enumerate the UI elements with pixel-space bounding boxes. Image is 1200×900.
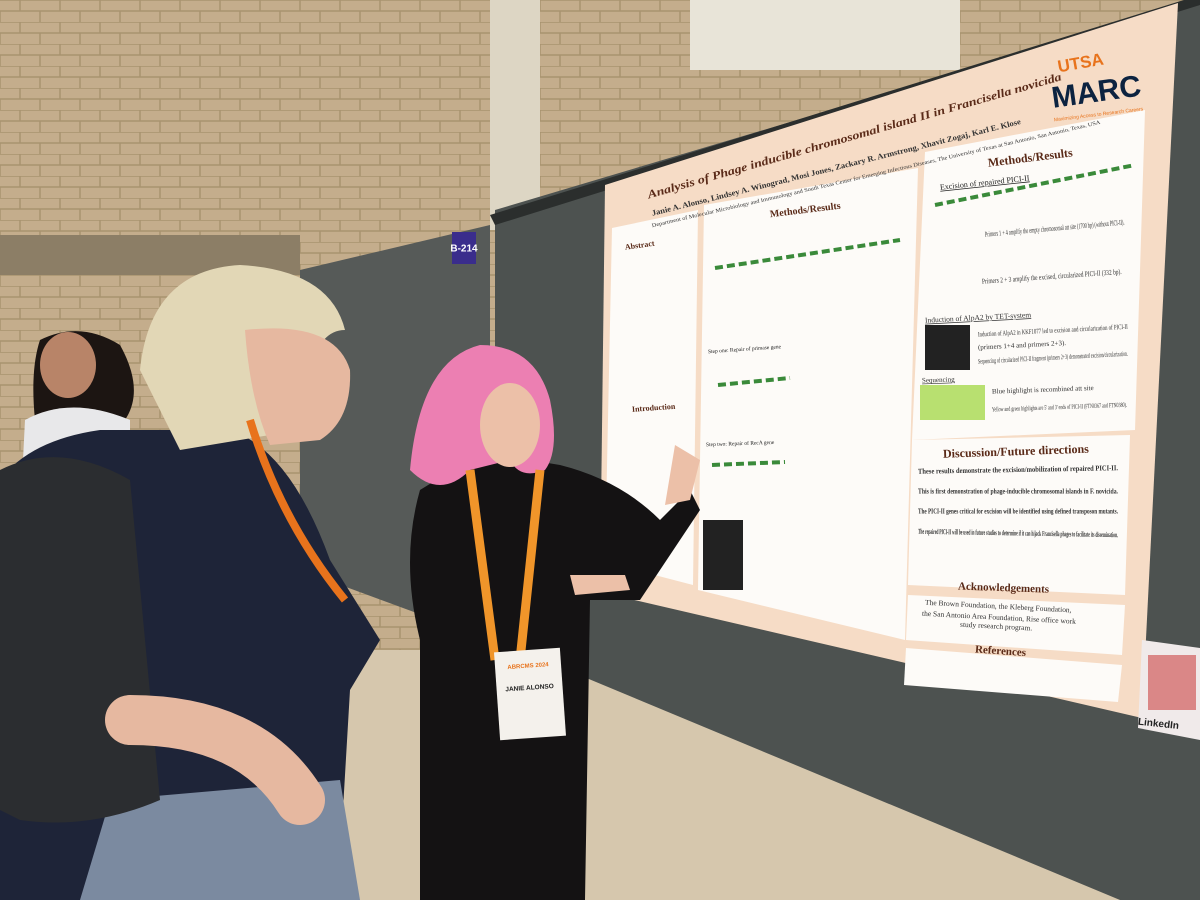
discussion-item: The PICI-II genes critical for excision … xyxy=(918,507,1118,516)
person-background-face xyxy=(40,332,96,398)
gene-map xyxy=(711,163,1136,467)
lanyard xyxy=(246,418,349,603)
presenter-face xyxy=(480,383,540,467)
panel-ack xyxy=(906,595,1125,655)
ack-line: study research program. xyxy=(960,620,1033,633)
panel-methods-right xyxy=(912,110,1145,440)
qr-code xyxy=(1148,655,1196,710)
board-label-bg xyxy=(452,232,476,264)
board-label: B-214 xyxy=(450,244,478,255)
wall-upper xyxy=(690,0,960,70)
presenter-hand xyxy=(665,445,700,505)
gel-image xyxy=(703,520,743,590)
badge-event: ABRCMS 2024 xyxy=(507,662,549,671)
presenter-hand xyxy=(570,575,630,595)
sequence-image xyxy=(920,385,985,420)
section-heading: Discussion/Future directions xyxy=(943,442,1090,461)
panel-methods-center xyxy=(698,168,918,640)
section-heading: Acknowledgements xyxy=(958,581,1050,596)
panel-discussion xyxy=(908,435,1130,595)
lanyard xyxy=(465,469,545,661)
result-item: Blue highlight is recombined att site xyxy=(992,384,1094,396)
result-item: Yellow and green highlights are 5' and 3… xyxy=(992,402,1127,414)
gel-image xyxy=(925,325,970,370)
qr-label: LinkedIn xyxy=(1137,717,1179,732)
section-heading: Abstract xyxy=(624,239,655,252)
badge xyxy=(494,647,566,741)
discussion-item: The repaired PICI-II will be used in fut… xyxy=(918,527,1118,539)
badge-name: JANIE ALONSO xyxy=(505,683,554,693)
result-item: Sequencing xyxy=(922,375,955,384)
subheading: Step two: Repair of RecA gene xyxy=(706,439,775,448)
discussion-item: These results demonstrate the excision/m… xyxy=(918,463,1118,475)
person-left-face xyxy=(245,328,351,445)
section-heading: References xyxy=(975,644,1028,660)
discussion-item: This is first demonstration of phage-ind… xyxy=(918,487,1118,496)
section-heading: Introduction xyxy=(632,402,676,414)
person-left-arm xyxy=(105,695,325,825)
panel-references xyxy=(904,648,1122,702)
pillar xyxy=(490,0,540,230)
